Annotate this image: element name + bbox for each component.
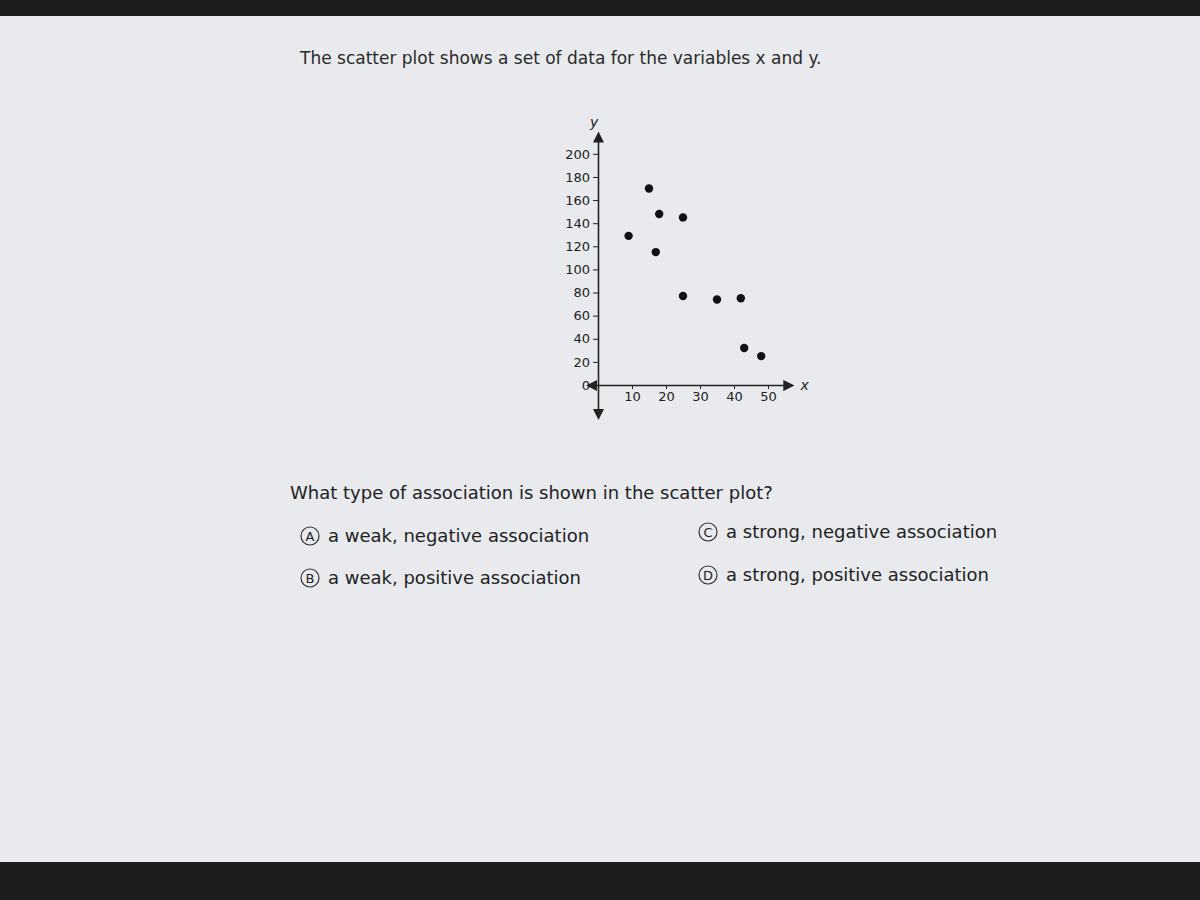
option-text[interactable]: a weak, negative association: [328, 525, 589, 546]
option-letter[interactable]: B: [306, 571, 315, 586]
option[interactable]: Aa weak, negative association: [301, 525, 589, 546]
prompt: The scatter plot shows a set of data for…: [299, 48, 822, 68]
x-axis-title: x: [799, 377, 809, 393]
point: [679, 213, 687, 221]
y-tick: 200: [565, 146, 598, 161]
y-tick-label: 140: [565, 216, 590, 231]
point: [737, 294, 745, 302]
x-tick-label: 40: [726, 389, 743, 404]
y-tick: 160: [565, 193, 598, 208]
point: [740, 344, 748, 352]
x-tick: 10: [624, 385, 641, 404]
y-tick-mark: [593, 385, 598, 386]
y-tick-label: 120: [565, 239, 590, 254]
top-bezel: [0, 0, 1200, 16]
option[interactable]: Da strong, positive association: [699, 564, 989, 585]
y-tick-mark: [593, 200, 598, 201]
option-text[interactable]: a strong, positive association: [726, 564, 989, 585]
y-tick-label: 60: [573, 308, 590, 323]
y-tick-label: 40: [573, 331, 590, 346]
point: [679, 292, 687, 300]
point: [645, 184, 653, 192]
option-text[interactable]: a strong, negative association: [726, 521, 997, 542]
x-tick: 50: [760, 385, 777, 404]
x-tick: 40: [726, 385, 743, 404]
point: [655, 210, 663, 218]
option[interactable]: Ca strong, negative association: [699, 521, 997, 542]
x-axis-line: [592, 385, 789, 387]
y-tick: 100: [565, 262, 598, 277]
question: What type of association is shown in the…: [290, 482, 773, 503]
background: [0, 0, 1200, 900]
y-tick-mark: [593, 269, 598, 270]
page: The scatter plot shows a set of data for…: [0, 0, 1200, 900]
option[interactable]: Ba weak, positive association: [301, 567, 581, 588]
y-tick-label: 200: [565, 146, 590, 161]
x-tick-label: 50: [760, 389, 777, 404]
option-letter[interactable]: D: [703, 568, 713, 583]
y-tick-mark: [593, 362, 598, 363]
x-axis: 10 20 30 40 50: [592, 385, 789, 404]
option-letter[interactable]: A: [306, 529, 315, 544]
y-tick-mark: [593, 339, 598, 340]
option-circle[interactable]: [301, 569, 319, 587]
y-tick-label: 80: [573, 285, 590, 300]
y-tick-label: 20: [573, 355, 590, 370]
y-tick: 60: [573, 308, 598, 323]
option-letter[interactable]: C: [703, 525, 712, 540]
y-tick-mark: [593, 177, 598, 178]
y-tick: 0: [582, 378, 598, 393]
y-axis-title: y: [589, 114, 599, 130]
toolbar: [0, 862, 1200, 900]
points: [624, 184, 765, 360]
y-tick: 180: [565, 170, 598, 185]
y-tick-label: 0: [582, 378, 590, 393]
x-tick: 30: [692, 385, 709, 404]
y-tick-mark: [593, 223, 598, 224]
point: [652, 248, 660, 256]
y-tick-label: 160: [565, 193, 590, 208]
y-tick: 40: [573, 331, 598, 346]
x-tick: 20: [658, 385, 675, 404]
y-axis-line: [598, 137, 600, 414]
y-tick: 140: [565, 216, 598, 231]
option-circle[interactable]: [301, 527, 319, 545]
point: [624, 232, 632, 240]
option-circle[interactable]: [699, 566, 717, 584]
y-tick-label: 100: [565, 262, 590, 277]
point: [757, 352, 765, 360]
y-tick: 20: [573, 355, 598, 370]
point: [713, 295, 721, 303]
option-text[interactable]: a weak, positive association: [328, 567, 581, 588]
x-tick-label: 10: [624, 389, 641, 404]
y-tick-mark: [593, 246, 598, 247]
option-circle[interactable]: [699, 523, 717, 541]
y-tick-label: 180: [565, 170, 590, 185]
y-tick: 80: [573, 285, 598, 300]
x-tick-label: 20: [658, 389, 675, 404]
y-tick-mark: [593, 316, 598, 317]
x-tick-label: 30: [692, 389, 709, 404]
y-tick-mark: [593, 293, 598, 294]
y-tick: 120: [565, 239, 598, 254]
y-tick-mark: [593, 154, 598, 155]
y-axis: 0 20 40 60 80 100 120 140 160 180 200: [565, 137, 598, 414]
